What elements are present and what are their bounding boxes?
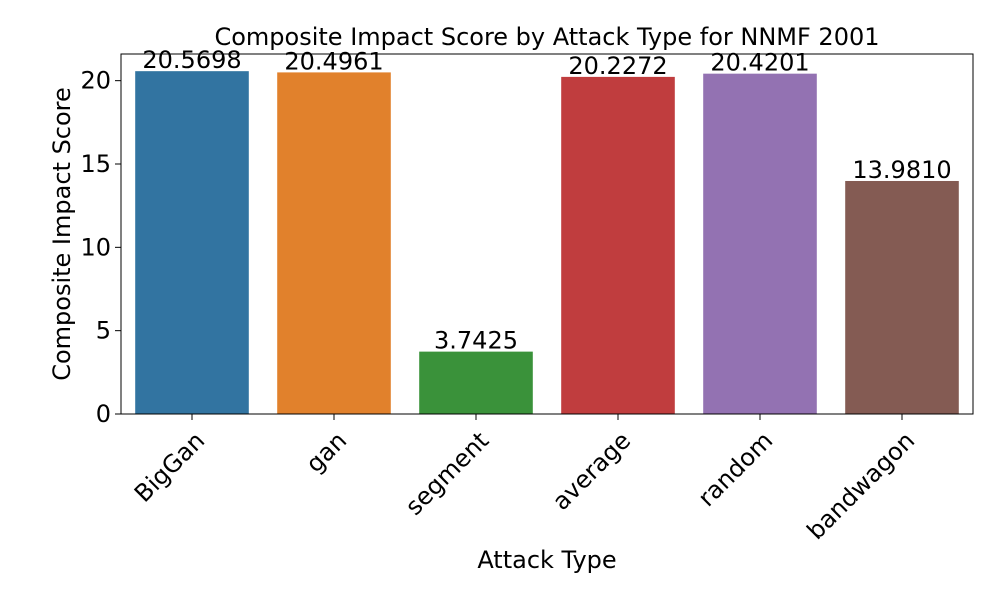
x-tick-label-gan: gan: [301, 426, 353, 478]
y-axis-label: Composite Impact Score: [48, 87, 76, 381]
y-tick-label-10: 10: [80, 233, 111, 261]
y-tick-label-5: 5: [96, 317, 111, 345]
bar-segment: [419, 351, 533, 414]
value-label-segment: 3.7425: [434, 327, 518, 355]
bar-biggan: [135, 71, 249, 415]
x-tick-label-bandwagon: bandwagon: [802, 426, 921, 545]
y-axis-ticks: 0 5 10 15 20: [80, 67, 121, 428]
y-tick-label-15: 15: [80, 150, 111, 178]
plot-frame: [120, 53, 974, 415]
value-label-biggan: 20.5698: [142, 46, 241, 74]
bar-random: [703, 73, 817, 414]
value-labels-group: 20.5698 20.4961 3.7425 20.2272 20.4201 13.981…: [142, 46, 951, 354]
value-label-average: 20.2272: [568, 52, 667, 80]
value-label-random: 20.4201: [710, 49, 809, 77]
x-tick-label-segment: segment: [400, 426, 494, 520]
x-axis-ticks: BigGan gan segment average random bandwagon: [129, 414, 920, 545]
chart-title: Composite Impact Score by Attack Type fo…: [214, 23, 879, 51]
bars-group: [135, 71, 959, 415]
bar-gan: [277, 72, 391, 415]
x-axis-label: Attack Type: [477, 546, 616, 574]
bar-average: [561, 76, 675, 414]
x-tick-label-random: random: [693, 426, 779, 512]
x-tick-label-average: average: [547, 426, 636, 515]
y-tick-label-0: 0: [96, 400, 111, 428]
y-tick-label-20: 20: [80, 67, 111, 95]
x-tick-label-biggan: BigGan: [129, 426, 210, 507]
bar-bandwagon: [845, 180, 959, 414]
value-label-bandwagon: 13.9810: [852, 156, 951, 184]
value-label-gan: 20.4961: [284, 47, 383, 75]
